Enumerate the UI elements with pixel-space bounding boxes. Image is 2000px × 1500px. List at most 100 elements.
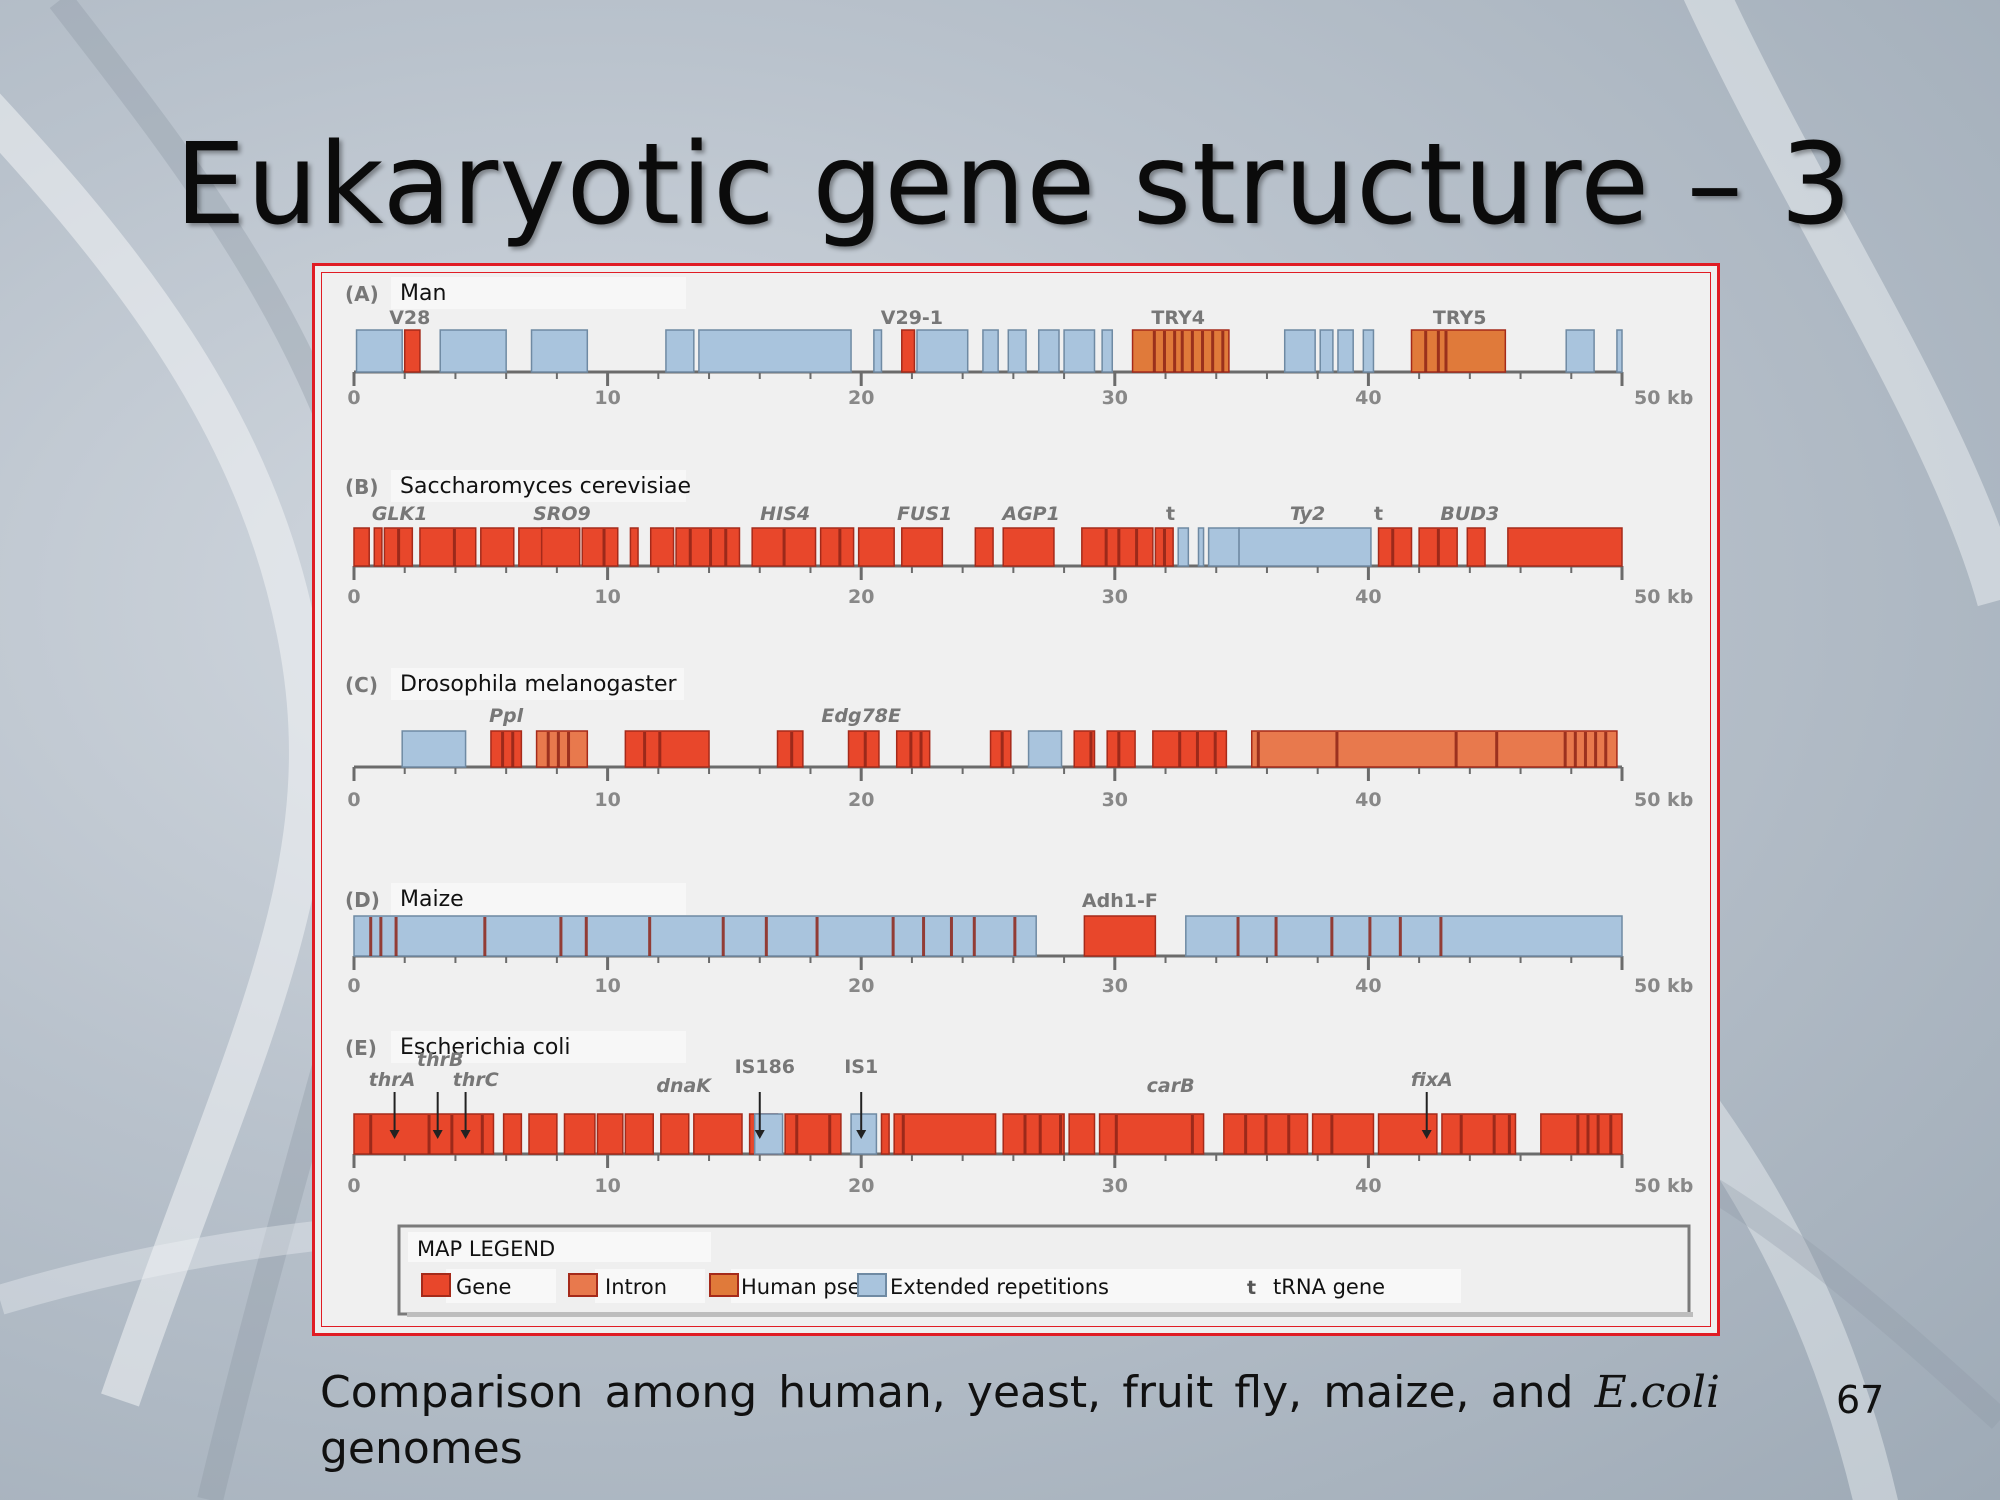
panel-tag-E: (E) [345, 1036, 377, 1060]
feature-stripe-E [1459, 1115, 1463, 1154]
feature-stripe-E [1287, 1115, 1291, 1154]
feature-stripe-E [450, 1115, 454, 1154]
feature-gene-B [1377, 527, 1413, 567]
feature-stripe-B [688, 529, 692, 566]
feature-stripe-D [922, 917, 926, 956]
feature-gene-C [1073, 730, 1096, 768]
feature-gene-B [1081, 527, 1154, 567]
gene-label-E: IS1 [844, 1056, 878, 1078]
feature-stripe-C [567, 732, 571, 767]
feature-gene-B [373, 527, 383, 567]
feature-gene-E [528, 1113, 558, 1155]
feature-stripe-C [1335, 732, 1339, 767]
feature-repeat-A [439, 329, 507, 373]
feature-gene-E [1441, 1113, 1517, 1155]
feature-stripe-E [369, 1115, 373, 1154]
tick-label-C: 40 [1355, 789, 1381, 811]
feature-stripe-B [452, 529, 456, 566]
feature-stripe-A [1444, 331, 1448, 372]
tick-label-D: 10 [594, 975, 620, 997]
feature-stripe-E [795, 1115, 799, 1154]
feature-gene-E [1002, 1113, 1065, 1155]
feature-gene-E [784, 1113, 842, 1155]
feature-stripe-A [1180, 331, 1184, 372]
feature-gene-E [353, 1113, 495, 1155]
feature-stripe-C [919, 732, 923, 767]
feature-gene-B [540, 527, 581, 567]
gene-label-E: thrB [417, 1049, 463, 1071]
feature-stripe-D [815, 917, 819, 956]
gene-label-B: Ty2 [1290, 503, 1325, 525]
feature-pseudo-A [1131, 329, 1230, 373]
feature-stripe-D [1439, 917, 1443, 956]
panel-tag-C: (C) [345, 673, 378, 697]
feature-gene-B [1466, 527, 1486, 567]
feature-gene-C [1106, 730, 1136, 768]
feature-gene-B [629, 527, 639, 567]
tick-label-C: 10 [594, 789, 620, 811]
legend-label-box [1261, 1269, 1461, 1303]
organism-label-box-D [391, 883, 686, 915]
organism-label-D: Maize [400, 887, 464, 912]
feature-stripe-B [1436, 529, 1440, 566]
feature-gene-B [819, 527, 855, 567]
feature-stripe-D [1236, 917, 1240, 956]
feature-gene-E [596, 1113, 624, 1155]
feature-gene-B [901, 527, 944, 567]
feature-repeat-D [353, 915, 1037, 957]
gene-label-C: Ppl [489, 705, 524, 727]
slide-title: Eukaryotic gene structure – 3 [175, 120, 1853, 250]
gene-label-A: TRY4 [1151, 307, 1205, 329]
feature-stripe-C [546, 732, 550, 767]
feature-repeat-B [1177, 527, 1190, 567]
feature-stripe-E [1596, 1115, 1600, 1154]
feature-stripe-C [1195, 732, 1199, 767]
feature-stripe-E [427, 1115, 431, 1154]
gene-arrowhead-E [432, 1130, 443, 1139]
feature-repeat-B [1197, 527, 1205, 567]
feature-stripe-B [709, 529, 713, 566]
legend-swatch-gene [421, 1273, 451, 1297]
panel-tag-A: (A) [345, 282, 379, 306]
caption-text: Comparison among human, yeast, fruit fly… [320, 1367, 1595, 1418]
tick-label-A: 50 kb [1634, 387, 1693, 409]
feature-stripe-D [648, 917, 652, 956]
feature-repeat-A [1283, 329, 1316, 373]
feature-gene-E [1311, 1113, 1375, 1155]
feature-stripe-A [1424, 331, 1428, 372]
gene-label-B: FUS1 [897, 503, 952, 525]
gene-label-C: Edg78E [821, 705, 901, 727]
organism-label-B: Saccharomyces cerevisiae [400, 474, 691, 499]
feature-stripe-E [1586, 1115, 1590, 1154]
tick-label-B: 40 [1355, 586, 1381, 608]
organism-label-box-E [391, 1031, 686, 1063]
feature-stripe-D [379, 917, 383, 956]
gene-arrowhead-E [1421, 1130, 1432, 1139]
tick-label-B: 30 [1102, 586, 1128, 608]
feature-stripe-C [909, 732, 913, 767]
feature-repeat-A [530, 329, 589, 373]
tick-label-A: 30 [1102, 387, 1128, 409]
organism-label-box-C [391, 668, 684, 700]
feature-stripe-E [1492, 1115, 1496, 1154]
feature-repeat-A [873, 329, 883, 373]
feature-stripe-A [1152, 331, 1156, 372]
feature-repeat-A [1101, 329, 1114, 373]
legend-label: Gene [456, 1275, 511, 1299]
feature-repeat-A [698, 329, 852, 373]
feature-stripe-C [1089, 732, 1093, 767]
caption-ecoli: E.coli [1594, 1367, 1720, 1418]
feature-stripe-E [1609, 1115, 1613, 1154]
feature-repeat-C [1027, 730, 1063, 768]
feature-gene-E [502, 1113, 523, 1155]
organism-label-C: Drosophila melanogaster [400, 672, 678, 697]
feature-repeat-A [1337, 329, 1354, 373]
legend-title-box [408, 1232, 711, 1262]
feature-stripe-C [1563, 732, 1567, 767]
legend-label-box [595, 1269, 705, 1303]
feature-repeat-A [1007, 329, 1027, 373]
feature-stripe-D [1013, 917, 1017, 956]
legend-swatch-intron [568, 1273, 598, 1297]
feature-stripe-C [1454, 732, 1458, 767]
feature-repeat-A [982, 329, 999, 373]
